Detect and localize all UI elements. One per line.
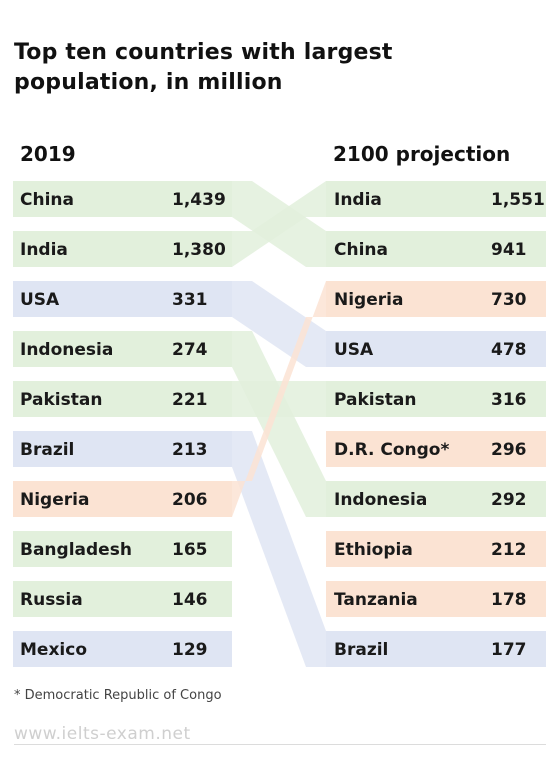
- left-country-label: India: [20, 240, 68, 260]
- left-row-bar: [13, 581, 232, 617]
- left-row-bar: [13, 481, 232, 517]
- right-row-tanzania: Tanzania 178: [326, 581, 546, 617]
- right-country-label: Brazil: [334, 640, 388, 660]
- right-country-label: China: [334, 240, 388, 260]
- left-row-bar: [13, 331, 232, 367]
- right-column-header: 2100 projection: [333, 142, 511, 166]
- left-row-bar: [13, 181, 232, 217]
- left-row-bar: [13, 381, 232, 417]
- right-row-usa: USA 478: [326, 331, 546, 367]
- link-indonesia: [232, 331, 326, 517]
- right-row-china: China 941: [326, 231, 546, 267]
- right-row-ethiopia: Ethiopia 212: [326, 531, 546, 567]
- links-layer: [232, 181, 326, 667]
- left-country-label: Bangladesh: [20, 540, 132, 560]
- right-row-bar: [326, 581, 546, 617]
- left-value-label: 1,380: [172, 240, 226, 260]
- left-value-label: 221: [172, 390, 208, 410]
- left-country-label: Russia: [20, 590, 83, 610]
- right-row-bar: [326, 231, 546, 267]
- right-row-bar: [326, 181, 546, 217]
- link-nigeria: [232, 281, 326, 517]
- left-row-indonesia: Indonesia 274: [13, 331, 232, 367]
- left-row-bar: [13, 631, 232, 667]
- right-row-d-r-congo: D.R. Congo* 296: [326, 431, 546, 467]
- right-row-bar: [326, 331, 546, 367]
- left-row-bar: [13, 281, 232, 317]
- right-value-label: 296: [491, 440, 527, 460]
- right-row-bar: [326, 431, 546, 467]
- right-row-india: India 1,551: [326, 181, 546, 217]
- right-row-indonesia: Indonesia 292: [326, 481, 546, 517]
- right-country-label: India: [334, 190, 382, 210]
- right-country-label: USA: [334, 340, 374, 360]
- left-row-brazil: Brazil 213: [13, 431, 232, 467]
- right-value-label: 212: [491, 540, 527, 560]
- right-value-label: 177: [491, 640, 527, 660]
- right-value-label: 478: [491, 340, 527, 360]
- left-country-label: Mexico: [20, 640, 87, 660]
- left-value-label: 165: [172, 540, 208, 560]
- left-value-label: 206: [172, 490, 208, 510]
- right-row-bar: [326, 281, 546, 317]
- link-india: [232, 181, 326, 267]
- left-country-label: Pakistan: [20, 390, 102, 410]
- left-value-label: 1,439: [172, 190, 226, 210]
- right-value-label: 178: [491, 590, 527, 610]
- right-row-bar: [326, 381, 546, 417]
- left-value-label: 274: [172, 340, 208, 360]
- left-row-bar: [13, 431, 232, 467]
- left-country-label: Nigeria: [20, 490, 89, 510]
- left-value-label: 146: [172, 590, 208, 610]
- left-row-china: China 1,439: [13, 181, 232, 217]
- left-country-label: China: [20, 190, 74, 210]
- footer-divider: [14, 744, 546, 745]
- left-country-label: Brazil: [20, 440, 74, 460]
- right-value-label: 292: [491, 490, 527, 510]
- right-country-label: Tanzania: [334, 590, 418, 610]
- footnote: * Democratic Republic of Congo: [14, 688, 222, 703]
- right-value-label: 941: [491, 240, 527, 260]
- left-country-label: Indonesia: [20, 340, 113, 360]
- left-value-label: 213: [172, 440, 208, 460]
- left-value-label: 129: [172, 640, 208, 660]
- right-country-label: D.R. Congo*: [334, 440, 449, 460]
- right-country-label: Indonesia: [334, 490, 427, 510]
- left-row-usa: USA 331: [13, 281, 232, 317]
- left-row-mexico: Mexico 129: [13, 631, 232, 667]
- left-row-nigeria: Nigeria 206: [13, 481, 232, 517]
- right-country-label: Nigeria: [334, 290, 403, 310]
- right-row-bar: [326, 481, 546, 517]
- right-row-pakistan: Pakistan 316: [326, 381, 546, 417]
- rows-layer: China 1,439 India 1,380 USA 331 Indonesia 274 Pa…: [13, 181, 546, 667]
- left-row-russia: Russia 146: [13, 581, 232, 617]
- right-value-label: 316: [491, 390, 527, 410]
- right-value-label: 730: [491, 290, 527, 310]
- right-country-label: Ethiopia: [334, 540, 413, 560]
- chart-title: Top ten countries with largest populatio…: [14, 40, 393, 95]
- left-row-bar: [13, 531, 232, 567]
- left-row-bangladesh: Bangladesh 165: [13, 531, 232, 567]
- watermark: www.ielts-exam.net: [14, 724, 191, 744]
- right-row-bar: [326, 531, 546, 567]
- left-column-header: 2019: [20, 142, 76, 166]
- right-country-label: Pakistan: [334, 390, 416, 410]
- right-row-nigeria: Nigeria 730: [326, 281, 546, 317]
- link-brazil: [232, 431, 326, 667]
- left-value-label: 331: [172, 290, 208, 310]
- right-row-brazil: Brazil 177: [326, 631, 546, 667]
- right-value-label: 1,551: [491, 190, 545, 210]
- right-row-bar: [326, 631, 546, 667]
- link-usa: [232, 281, 326, 367]
- left-row-bar: [13, 231, 232, 267]
- left-row-pakistan: Pakistan 221: [13, 381, 232, 417]
- left-country-label: USA: [20, 290, 60, 310]
- left-row-india: India 1,380: [13, 231, 232, 267]
